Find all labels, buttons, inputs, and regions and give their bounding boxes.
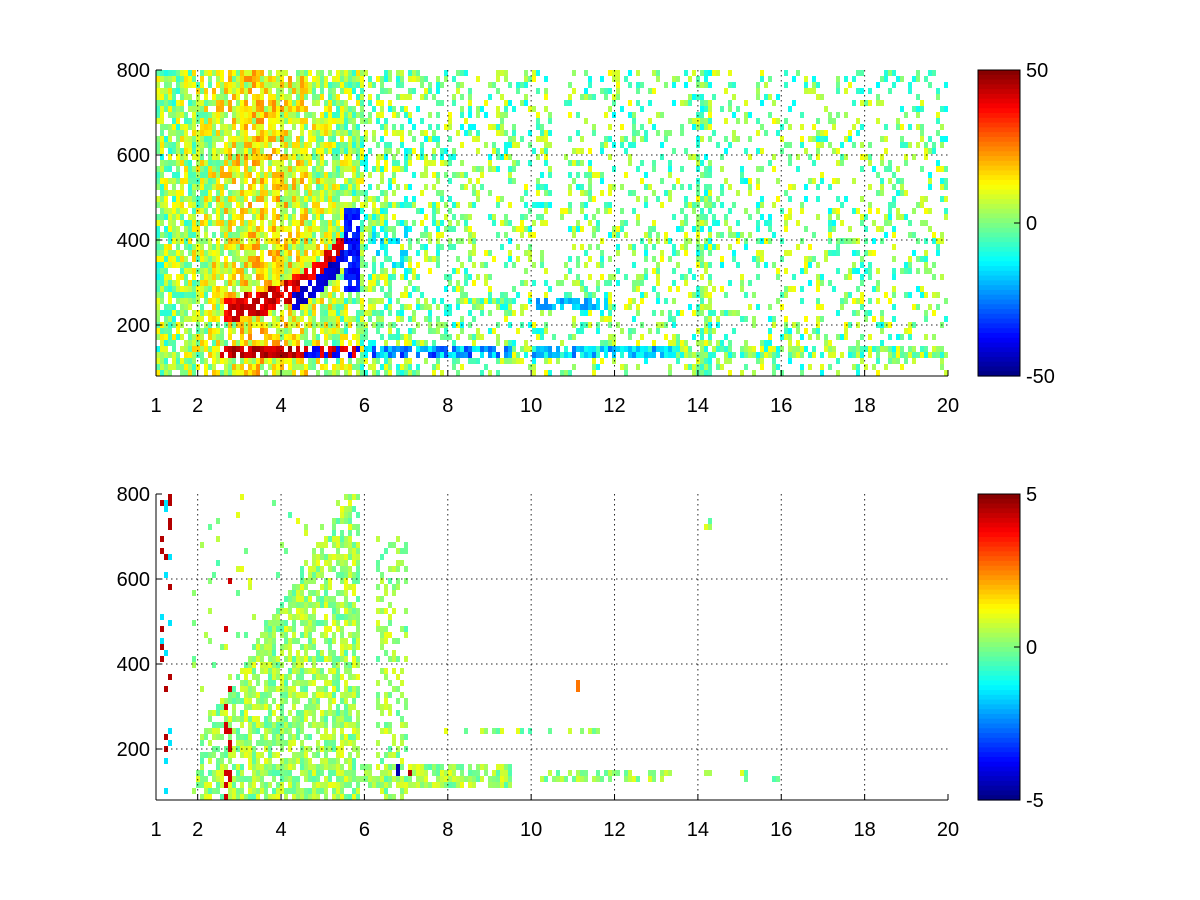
x-tick-label: 20 [937, 395, 959, 417]
x-tick-label: 14 [687, 819, 709, 841]
x-tick-label: 2 [192, 819, 203, 841]
colorbar-tick-label: -50 [1026, 366, 1055, 388]
y-tick-label: 400 [117, 230, 150, 252]
x-tick-label: 1 [150, 819, 161, 841]
colorbar: 5 0 -5 [977, 484, 1044, 812]
x-tick-label: 18 [854, 395, 876, 417]
colorbar-tick-label: 50 [1026, 60, 1048, 82]
x-tick-label: 10 [520, 395, 542, 417]
x-tick-label: 4 [275, 819, 286, 841]
grid-lines [156, 70, 948, 376]
grid-lines [156, 494, 948, 800]
x-tick-label: 1 [150, 395, 161, 417]
colorbar-tick-label: -5 [1026, 790, 1044, 812]
y-tick-label: 200 [117, 739, 150, 761]
x-tick-label: 8 [442, 395, 453, 417]
y-tick-label: 600 [117, 569, 150, 591]
heatmap-cells [160, 494, 780, 800]
x-tick-label: 18 [854, 819, 876, 841]
y-tick-label: 200 [117, 315, 150, 337]
x-tick-label: 6 [359, 395, 370, 417]
y-tick-label: 400 [117, 654, 150, 676]
x-tick-label: 20 [937, 819, 959, 841]
colorbar-tick-label: 5 [1026, 484, 1037, 506]
y-tick-label: 800 [117, 484, 150, 506]
x-tick-label: 12 [603, 395, 625, 417]
x-tick-label: 16 [770, 819, 792, 841]
x-tick-label: 4 [275, 395, 286, 417]
heatmap-cells [156, 70, 948, 376]
x-tick-label: 16 [770, 395, 792, 417]
colorbar-tick-label: 0 [1026, 637, 1037, 659]
colorbar: 50 0 -50 [977, 60, 1055, 388]
x-tick-label: 12 [603, 819, 625, 841]
x-tick-label: 14 [687, 395, 709, 417]
x-tick-label: 10 [520, 819, 542, 841]
y-tick-label: 800 [117, 60, 150, 82]
x-tick-label: 6 [359, 819, 370, 841]
colorbar-tick-label: 0 [1026, 213, 1037, 235]
x-tick-label: 8 [442, 819, 453, 841]
y-tick-label: 600 [117, 145, 150, 167]
x-tick-label: 2 [192, 395, 203, 417]
